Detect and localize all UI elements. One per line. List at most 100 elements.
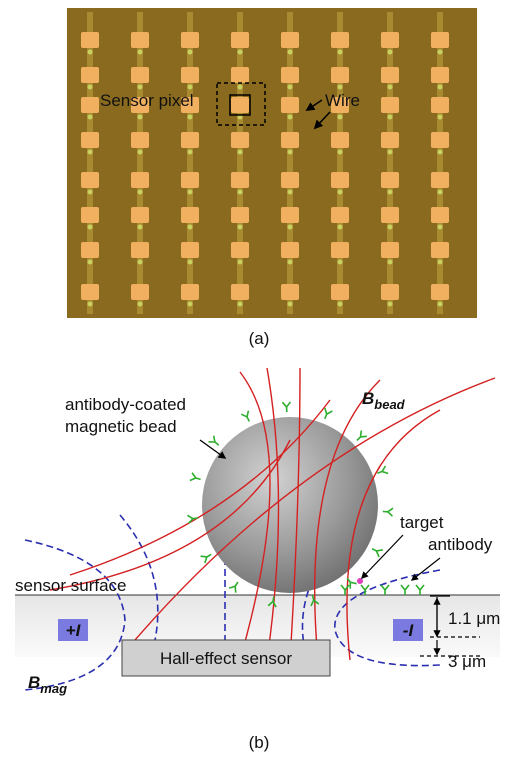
via bbox=[188, 260, 193, 265]
via bbox=[188, 225, 193, 230]
antibody-shape bbox=[401, 585, 409, 595]
bead-label: antibody-coated bbox=[65, 395, 186, 414]
target-label: target bbox=[400, 513, 444, 532]
antibody-shape bbox=[381, 585, 389, 595]
via bbox=[188, 190, 193, 195]
pad bbox=[431, 284, 449, 300]
pad bbox=[81, 97, 99, 113]
magnetic-bead bbox=[202, 417, 378, 593]
antibody bbox=[241, 411, 253, 423]
via bbox=[388, 190, 393, 195]
symbol: B bbox=[362, 389, 374, 408]
via bbox=[238, 50, 243, 55]
pad bbox=[231, 172, 249, 188]
pad bbox=[231, 132, 249, 148]
pad bbox=[431, 172, 449, 188]
caption-b: (b) bbox=[249, 733, 270, 752]
pad bbox=[431, 32, 449, 48]
wire bbox=[187, 12, 193, 314]
via bbox=[438, 260, 443, 265]
antibody-shape bbox=[344, 576, 356, 589]
via bbox=[438, 150, 443, 155]
via bbox=[388, 85, 393, 90]
antibody-shape bbox=[190, 473, 202, 483]
pad bbox=[81, 132, 99, 148]
pad bbox=[331, 132, 349, 148]
via bbox=[438, 85, 443, 90]
pad bbox=[81, 32, 99, 48]
pad bbox=[381, 242, 399, 258]
via bbox=[288, 225, 293, 230]
figure: Sensor pixel Wire (a) Hall-effect sensor… bbox=[0, 0, 518, 759]
wire bbox=[387, 12, 393, 314]
bead-label: magnetic bead bbox=[65, 417, 177, 436]
pad bbox=[281, 32, 299, 48]
pad bbox=[131, 284, 149, 300]
via bbox=[388, 302, 393, 307]
via bbox=[438, 50, 443, 55]
target-label: antibody bbox=[428, 535, 493, 554]
via bbox=[88, 225, 93, 230]
via bbox=[188, 150, 193, 155]
wire bbox=[87, 12, 93, 314]
pad bbox=[381, 132, 399, 148]
via bbox=[238, 260, 243, 265]
antibody bbox=[201, 551, 214, 563]
pad bbox=[181, 172, 199, 188]
pad bbox=[381, 67, 399, 83]
wire-label: Wire bbox=[325, 91, 360, 110]
pad bbox=[231, 284, 249, 300]
depth-label: 3 μm bbox=[448, 652, 486, 671]
via bbox=[338, 302, 343, 307]
via bbox=[438, 190, 443, 195]
via bbox=[288, 190, 293, 195]
b-bead: Bbead bbox=[362, 389, 406, 412]
current-minus: -I bbox=[403, 621, 415, 640]
pad bbox=[381, 207, 399, 223]
surface-label: sensor surface bbox=[15, 576, 127, 595]
pad bbox=[131, 242, 149, 258]
via bbox=[338, 50, 343, 55]
via bbox=[238, 225, 243, 230]
antibody bbox=[282, 402, 290, 412]
via bbox=[138, 190, 143, 195]
via bbox=[338, 225, 343, 230]
via bbox=[88, 302, 93, 307]
antibody bbox=[381, 585, 389, 595]
pad bbox=[431, 207, 449, 223]
antibody-shape bbox=[376, 466, 388, 477]
via bbox=[188, 50, 193, 55]
pad bbox=[431, 67, 449, 83]
antibody-shape bbox=[187, 514, 198, 523]
via bbox=[338, 150, 343, 155]
current-plus: +I bbox=[66, 621, 82, 640]
via bbox=[288, 115, 293, 120]
via bbox=[138, 50, 143, 55]
pad bbox=[231, 207, 249, 223]
pad bbox=[131, 132, 149, 148]
via bbox=[188, 115, 193, 120]
via bbox=[138, 115, 143, 120]
pad bbox=[81, 172, 99, 188]
antibody-shape bbox=[416, 585, 424, 595]
via bbox=[338, 260, 343, 265]
via bbox=[88, 190, 93, 195]
pad bbox=[81, 67, 99, 83]
via bbox=[88, 260, 93, 265]
antibody bbox=[370, 545, 383, 557]
via bbox=[288, 260, 293, 265]
pad bbox=[331, 32, 349, 48]
pad bbox=[281, 207, 299, 223]
pad bbox=[281, 242, 299, 258]
antibody bbox=[344, 576, 356, 589]
via bbox=[138, 302, 143, 307]
via bbox=[388, 225, 393, 230]
pad bbox=[181, 284, 199, 300]
pad bbox=[431, 132, 449, 148]
micrograph bbox=[67, 8, 477, 318]
subscript: bead bbox=[374, 397, 405, 412]
antibody bbox=[190, 473, 202, 483]
subscript: mag bbox=[40, 681, 67, 696]
via bbox=[238, 190, 243, 195]
pad bbox=[431, 242, 449, 258]
